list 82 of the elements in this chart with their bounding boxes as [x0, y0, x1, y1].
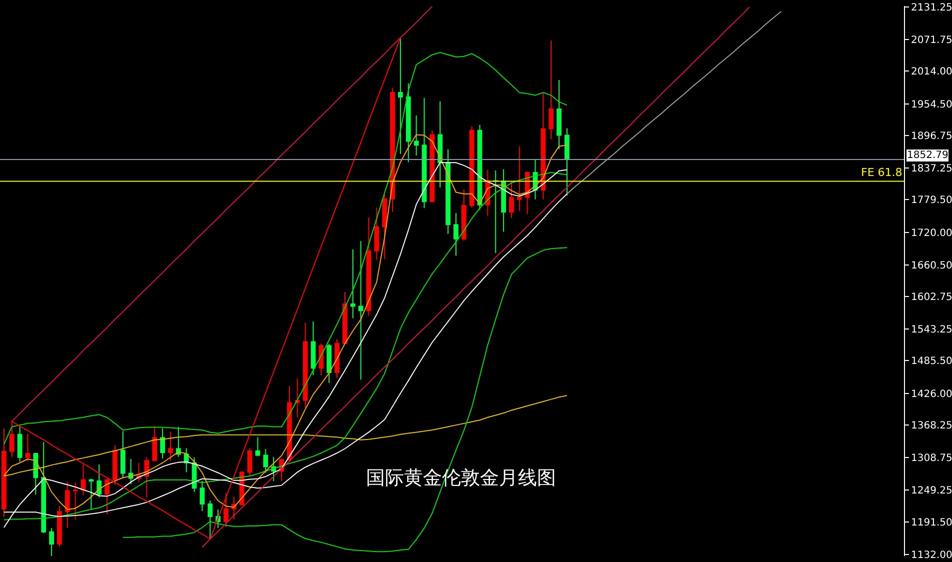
candlestick [57, 506, 62, 548]
candlestick [382, 194, 388, 260]
y-tick-label: 1191.50 [911, 517, 952, 528]
candlestick [334, 338, 340, 378]
candlestick [88, 478, 94, 510]
candlestick [310, 321, 316, 376]
y-tick-label: 1132.00 [911, 550, 952, 561]
candlestick [422, 98, 427, 209]
candlestick [516, 146, 522, 212]
candlestick [358, 240, 364, 380]
candlestick [390, 87, 395, 212]
candlestick [294, 378, 300, 418]
candlestick [548, 40, 554, 140]
candlestick [414, 115, 419, 156]
y-tick-label: 1368.25 [911, 420, 952, 432]
y-tick-label: 2014.00 [911, 66, 952, 78]
candlestick [493, 170, 498, 254]
candlestick [104, 478, 110, 515]
line-series [3, 52, 568, 445]
candlestick [112, 444, 118, 486]
candlestick [509, 180, 514, 218]
candlestick [556, 79, 562, 150]
candlestick [2, 428, 6, 518]
candlestick [366, 216, 372, 316]
y-tick-label: 1543.25 [911, 324, 952, 336]
candlestick [398, 37, 403, 154]
line-series [202, 6, 750, 548]
candlestick [168, 431, 173, 462]
candlestick [302, 322, 308, 408]
candlestick [350, 248, 356, 319]
candlestick [446, 149, 450, 234]
y-tick-label: 1837.25 [911, 164, 952, 175]
candlestick [540, 92, 546, 200]
y-tick-label: 1249.25 [911, 486, 952, 497]
candlestick [144, 456, 150, 498]
candlestick [374, 207, 380, 260]
candlestick [271, 456, 276, 482]
y-tick-label: 1720.00 [911, 228, 952, 239]
candlestick [176, 426, 181, 458]
line-series [11, 6, 433, 422]
candlestick [208, 500, 213, 540]
candlestick [501, 168, 506, 232]
candlestick [152, 426, 158, 462]
candlestick [406, 82, 411, 163]
candlestick [41, 442, 46, 534]
candlestick [469, 126, 474, 208]
y-tick-label: 1426.00 [911, 388, 952, 400]
candlestick [255, 436, 260, 457]
line-series [122, 247, 568, 552]
candlestick [326, 344, 332, 384]
candlestick [96, 464, 102, 498]
candlestick [33, 452, 38, 496]
candlestick [263, 448, 268, 474]
candlestick [342, 291, 348, 344]
ref-line-label: 1852.79 [907, 150, 948, 161]
y-tick-label: 1896.75 [911, 130, 952, 142]
y-tick-label: 2131.25 [911, 2, 952, 14]
y-tick-label: 1308.75 [911, 453, 952, 464]
ref-line-label: FE 61.8 [861, 166, 902, 179]
y-tick-label: 1779.50 [911, 195, 952, 206]
candlestick [318, 342, 324, 376]
y-tick-label: 1660.50 [911, 260, 952, 272]
candlestick [247, 448, 252, 476]
candlestick [25, 433, 30, 462]
candlestick [200, 480, 205, 512]
candlestick [461, 189, 466, 241]
candlestick [80, 464, 86, 496]
candlestick [438, 100, 443, 188]
y-tick-label: 1602.75 [911, 292, 952, 303]
y-tick-label: 2071.75 [911, 35, 952, 46]
candlestick [430, 130, 435, 203]
candlestick [17, 425, 22, 462]
candlestick [224, 493, 228, 528]
y-tick-label: 1485.50 [911, 356, 952, 368]
candlestick [72, 482, 78, 520]
y-tick-label: 1954.50 [911, 99, 952, 110]
candlestick [160, 428, 165, 459]
candlestick [120, 430, 126, 479]
candlestick [454, 212, 458, 256]
candlestick [64, 482, 70, 529]
candlestick [564, 128, 570, 196]
line-series [566, 10, 782, 194]
